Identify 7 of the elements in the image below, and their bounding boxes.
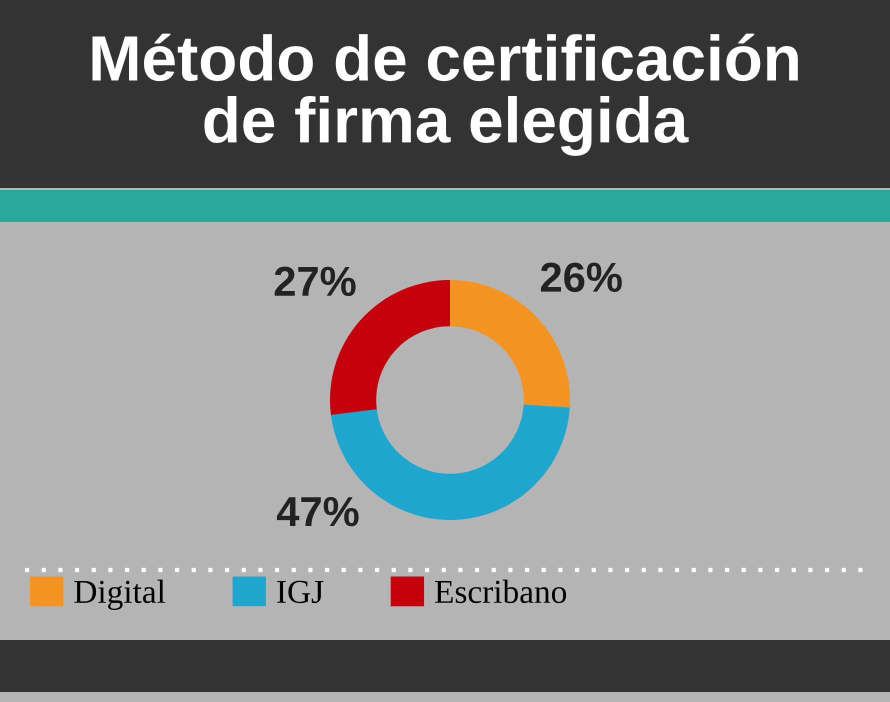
data-label: 26% bbox=[540, 262, 622, 292]
legend-label: IGJ bbox=[277, 580, 324, 604]
data-label: 27% bbox=[274, 266, 356, 296]
chart-title: Método de certificación de firma elegida bbox=[92, 34, 798, 156]
data-label: 47% bbox=[276, 496, 359, 526]
legend-label: Escribano bbox=[435, 580, 566, 604]
legend-label: Digital bbox=[74, 580, 166, 610]
